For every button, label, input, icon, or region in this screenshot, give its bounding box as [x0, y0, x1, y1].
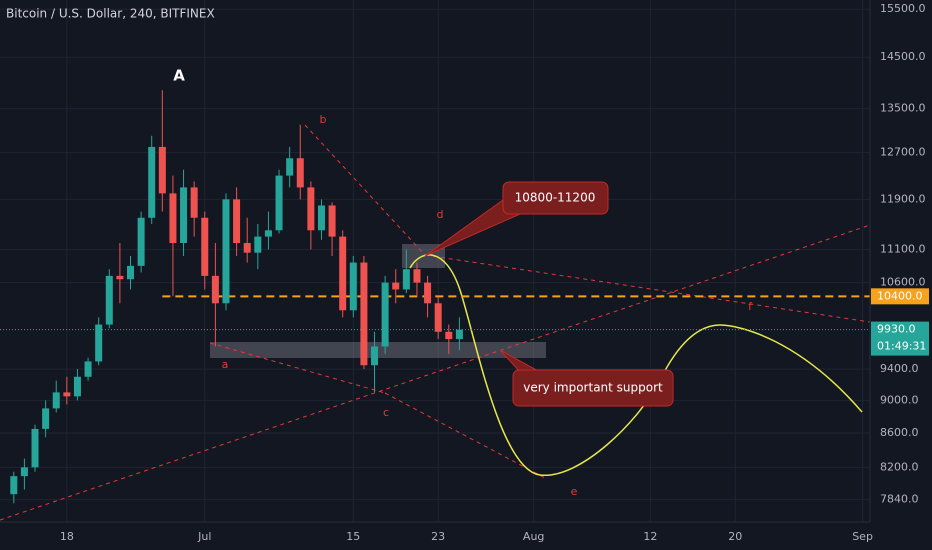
candle-body: [73, 376, 81, 397]
candle-body: [445, 331, 453, 340]
candle-body: [42, 408, 50, 429]
candle-body: [95, 324, 103, 362]
y-tick-label: 15500.0: [880, 2, 926, 15]
candle-body: [10, 476, 18, 495]
y-tick-label: 11900.0: [880, 192, 926, 205]
candle-body: [158, 146, 166, 194]
candle-body: [254, 236, 262, 253]
candle-body: [20, 467, 28, 477]
candle-body: [434, 303, 442, 332]
annotations: A a b c d e f 10800-11200 very important…: [173, 67, 753, 499]
y-tick-label: 14500.0: [880, 50, 926, 63]
candle-body: [392, 282, 400, 290]
candle-body: [307, 187, 315, 231]
candle-body: [264, 230, 272, 237]
level-tag-label: 10400.0: [877, 289, 923, 302]
price-tag: [871, 321, 929, 356]
y-tick-label: 11100.0: [880, 242, 926, 255]
candle-body: [317, 205, 325, 231]
candle-body: [360, 262, 368, 366]
wave-line: [384, 392, 546, 479]
candle-body: [275, 175, 283, 231]
x-tick-label: 18: [60, 530, 74, 543]
candle-body: [211, 275, 219, 304]
price-tag-label: 9930.0: [877, 323, 916, 336]
candle-body: [127, 265, 134, 280]
callout-box: [512, 369, 674, 407]
candle-body: [137, 217, 145, 266]
candle-body: [116, 275, 124, 280]
candles: [0, 90, 870, 504]
candle-body: [286, 158, 294, 176]
callout-box: [502, 181, 609, 215]
wave-line: [424, 254, 871, 323]
candle-body: [31, 428, 39, 468]
candle-body: [52, 392, 60, 409]
y-tick-label: 9000.0: [880, 393, 919, 406]
wave-label: e: [571, 485, 578, 498]
candle-body: [328, 205, 336, 237]
countdown: 01:49:31: [877, 340, 926, 353]
wave-label: f: [748, 300, 753, 313]
callout-text: 10800-11200: [515, 191, 596, 205]
wave-label: d: [437, 208, 444, 221]
x-tick-label: Sep: [852, 530, 873, 543]
candle-body: [371, 346, 379, 366]
candle-body: [84, 361, 92, 377]
wave-line: [209, 342, 386, 394]
x-tick-label: Jul: [197, 530, 211, 543]
wave-label: A: [173, 67, 185, 85]
trend-line: [0, 224, 871, 521]
candle-body: [413, 269, 421, 283]
y-tick-label: 12700.0: [880, 146, 926, 159]
candle-body: [233, 199, 241, 244]
y-tick-label: 10600.0: [880, 276, 926, 289]
candle-body: [148, 146, 156, 218]
candle-body: [455, 329, 463, 340]
callout-text: very important support: [523, 381, 663, 395]
axes: 7840.0 8200.0 8600.0 9000.0 9400.0 10600.0 111…: [60, 2, 929, 543]
candle-body: [402, 269, 410, 290]
level-tag: [871, 288, 929, 305]
candle-body: [169, 193, 177, 244]
candle-body: [180, 187, 188, 244]
y-tick-label: 8200.0: [880, 460, 919, 473]
candle-body: [105, 275, 113, 325]
y-tick-label: 13500.0: [880, 102, 926, 115]
candle-body: [296, 158, 304, 188]
y-tick-label: 7840.0: [880, 493, 919, 506]
candle-body: [201, 217, 209, 276]
candle-body: [222, 199, 230, 304]
x-tick-label: 15: [346, 530, 360, 543]
candle-body: [243, 243, 251, 253]
x-tick-label: 20: [728, 530, 742, 543]
candle-body: [190, 187, 198, 218]
candle-body: [339, 236, 347, 311]
wave-label: c: [383, 406, 389, 419]
x-tick-label: 12: [643, 530, 657, 543]
wave-label: b: [320, 113, 327, 126]
candle-body: [381, 282, 389, 347]
y-tick-label: 9400.0: [880, 362, 919, 375]
wave-line: [304, 124, 426, 256]
projection-curve: [409, 254, 863, 476]
candle-body: [63, 392, 71, 397]
x-tick-label: Aug: [523, 530, 544, 543]
candle-body: [424, 282, 432, 304]
price-axis: [870, 0, 932, 550]
y-tick-label: 8600.0: [880, 426, 919, 439]
chart-title: Bitcoin / U.S. Dollar, 240, BITFINEX: [6, 7, 215, 21]
x-tick-label: 23: [431, 530, 445, 543]
wave-label: a: [222, 358, 229, 371]
candle-body: [349, 262, 357, 311]
time-axis: [0, 522, 932, 550]
